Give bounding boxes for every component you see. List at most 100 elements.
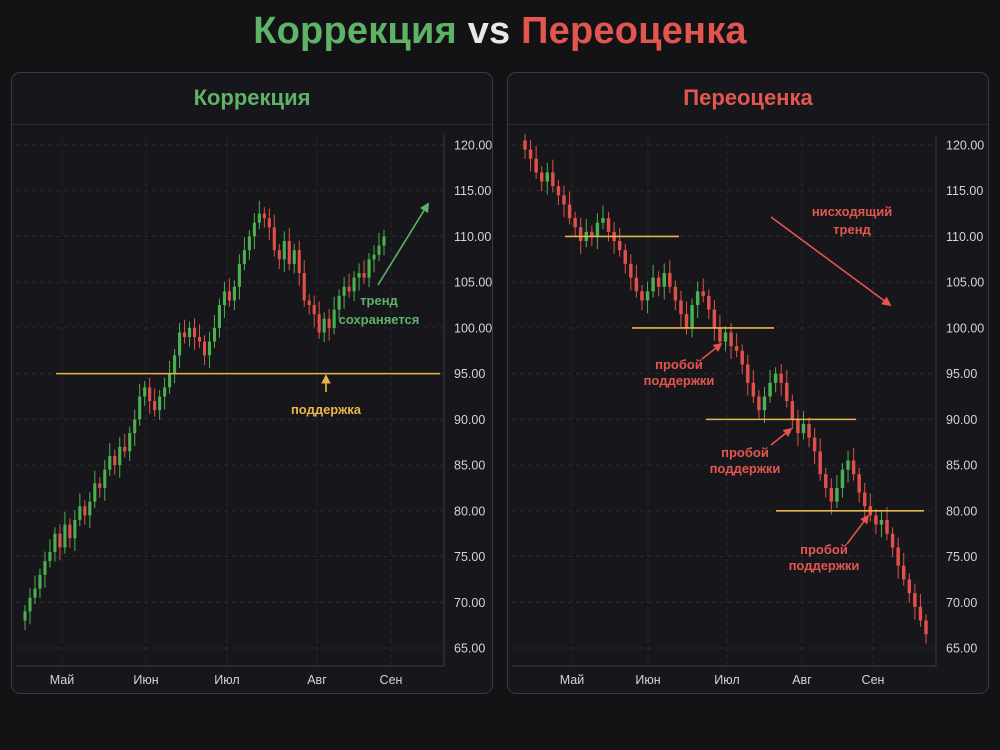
candle <box>679 300 683 315</box>
breakdown-arrow <box>770 427 793 446</box>
candle <box>885 519 889 534</box>
candle <box>272 227 276 251</box>
y-tick-label: 85.00 <box>454 459 485 473</box>
candle <box>707 295 711 310</box>
candle <box>53 533 57 552</box>
candle <box>690 305 694 328</box>
trend-arrow <box>377 202 430 286</box>
candle <box>48 551 52 562</box>
candle <box>851 460 856 475</box>
candle <box>863 492 867 507</box>
candle <box>712 309 717 328</box>
candle <box>327 318 331 328</box>
trend-label-line1: нисходящий <box>812 204 892 219</box>
candle <box>645 291 650 301</box>
x-tick-label: Сен <box>380 673 403 687</box>
support-label: поддержка <box>291 402 362 417</box>
candle <box>734 346 739 351</box>
candle <box>773 373 778 383</box>
x-tick-label: Авг <box>307 673 327 687</box>
x-tick-label: Июн <box>133 673 158 687</box>
candle <box>302 273 306 301</box>
candle <box>78 506 82 520</box>
main-title: Коррекция vs Переоценка <box>0 10 1000 53</box>
candle <box>556 186 561 196</box>
candle <box>43 561 47 575</box>
candle <box>617 241 622 251</box>
candle <box>562 195 566 205</box>
y-tick-label: 120.00 <box>946 139 984 153</box>
candle <box>297 250 301 274</box>
candle <box>83 506 87 516</box>
breakdown-label-line1: пробой <box>800 542 848 557</box>
candle <box>623 250 627 264</box>
candle <box>108 455 112 470</box>
candle <box>695 291 700 306</box>
candle <box>133 419 137 434</box>
x-tick-label: Июн <box>635 673 660 687</box>
y-tick-label: 85.00 <box>946 459 977 473</box>
candle <box>372 254 376 260</box>
y-tick-label: 120.00 <box>454 139 492 153</box>
trend-label-line2: тренд <box>833 222 871 237</box>
x-tick-label: Авг <box>792 673 812 687</box>
candle <box>123 446 127 452</box>
candle <box>640 291 644 301</box>
candle <box>267 218 271 228</box>
x-tick-label: Май <box>50 673 75 687</box>
candle <box>840 469 845 488</box>
candle <box>896 547 900 566</box>
y-tick-label: 80.00 <box>454 504 485 518</box>
candle <box>322 318 326 333</box>
candle <box>103 469 107 488</box>
candle <box>796 419 800 434</box>
candle <box>629 263 633 278</box>
candle <box>207 341 212 356</box>
candle <box>651 277 655 292</box>
candle <box>673 286 678 301</box>
candle <box>751 382 756 397</box>
candle <box>590 231 594 237</box>
candle <box>539 172 544 182</box>
candle <box>28 597 32 612</box>
candle <box>212 327 217 342</box>
revaluation-panel-title: Переоценка <box>683 85 813 110</box>
candle <box>835 487 839 502</box>
candle <box>567 204 572 219</box>
candle <box>382 236 386 246</box>
candle <box>718 327 722 342</box>
candle <box>247 236 251 251</box>
y-tick-label: 110.00 <box>946 230 983 244</box>
candle <box>38 574 42 589</box>
candle <box>347 286 351 292</box>
y-tick-label: 95.00 <box>454 367 485 381</box>
y-tick-label: 90.00 <box>454 413 485 427</box>
candle <box>93 483 97 502</box>
candle <box>73 519 77 539</box>
breakdown-label-line1: пробой <box>721 445 769 460</box>
grid-lines <box>16 135 444 666</box>
breakdown-label-line2: поддержки <box>789 558 860 573</box>
candle <box>282 241 286 260</box>
candle <box>217 305 222 328</box>
candle <box>262 213 266 219</box>
y-tick-label: 115.00 <box>454 184 491 198</box>
candle <box>779 373 783 383</box>
candle <box>153 401 157 411</box>
candle <box>242 250 246 264</box>
panel-divider <box>508 124 988 125</box>
candle <box>88 501 92 516</box>
candle <box>578 227 583 242</box>
y-tick-label: 100.00 <box>454 321 492 335</box>
candle <box>178 332 182 356</box>
candle <box>729 332 733 347</box>
y-tick-label: 65.00 <box>946 642 977 656</box>
candle <box>757 396 761 411</box>
candle <box>740 350 744 365</box>
x-tick-label: Июл <box>214 673 239 687</box>
candle <box>148 387 152 402</box>
breakdown-label-line1: пробой <box>655 357 703 372</box>
candle <box>762 396 767 411</box>
candle <box>173 355 177 374</box>
candle <box>857 474 861 493</box>
